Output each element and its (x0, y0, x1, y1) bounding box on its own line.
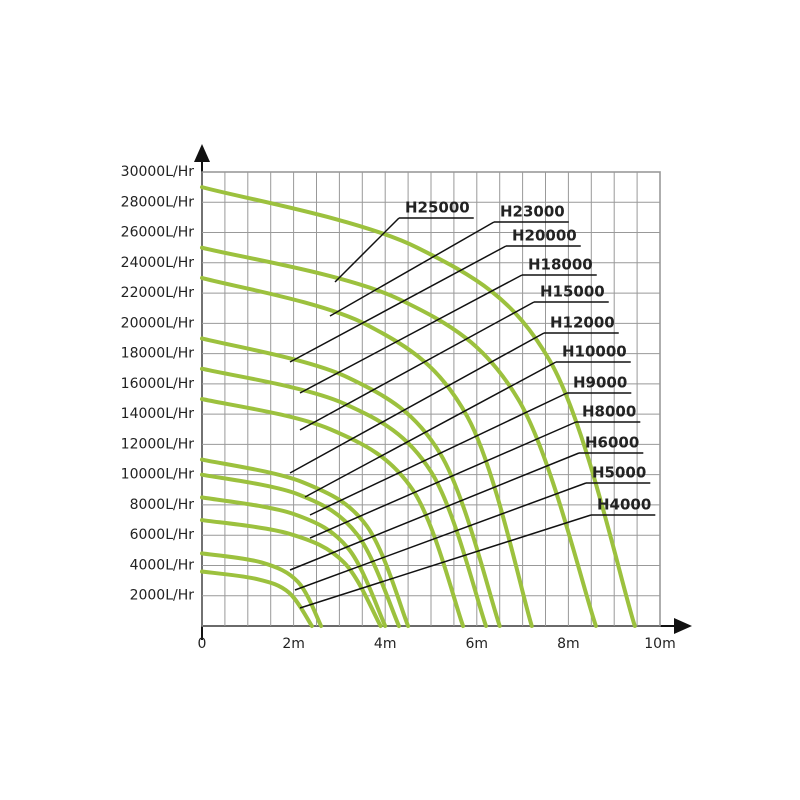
x-tick-label: 6m (466, 636, 489, 652)
leader-line (334, 217, 400, 283)
y-tick-label: 14000L/Hr (121, 406, 195, 422)
leader-line (299, 301, 535, 431)
leader-line (299, 274, 523, 394)
y-tick-label: 16000L/Hr (121, 376, 195, 392)
pump-curve (200, 472, 401, 628)
leader-line (309, 421, 577, 539)
series-label: H5000 (592, 464, 646, 482)
y-tick-label: 12000L/Hr (121, 436, 195, 452)
y-tick-label: 28000L/Hr (121, 194, 195, 210)
series-label: H8000 (582, 403, 636, 421)
y-tick-label: 8000L/Hr (130, 497, 195, 513)
series-label: H18000 (528, 256, 593, 274)
x-tick-label: 0 (198, 636, 207, 652)
series-label: H20000 (512, 227, 577, 245)
series-label: H10000 (562, 343, 627, 361)
series-label: H6000 (585, 434, 639, 452)
pump-curve (200, 245, 598, 628)
y-tick-label: 20000L/Hr (121, 315, 195, 331)
leader-line (289, 332, 545, 474)
leader-line (329, 221, 495, 317)
leader-line (304, 361, 557, 498)
series-label: H15000 (540, 283, 605, 301)
series-label: H4000 (597, 496, 651, 514)
pump-curve (200, 518, 383, 628)
pump-curve (200, 569, 314, 628)
pump-curve (200, 457, 411, 628)
y-axis-arrow (194, 144, 210, 162)
series-label: H25000 (405, 199, 470, 217)
x-tick-label: 10m (644, 636, 675, 652)
leader-line (299, 514, 592, 609)
pump-curve (200, 185, 637, 628)
pump-curve (200, 366, 488, 628)
y-tick-label: 4000L/Hr (130, 557, 195, 573)
y-tick-label: 10000L/Hr (121, 467, 195, 483)
y-tick-label: 6000L/Hr (130, 527, 195, 543)
y-tick-label: 26000L/Hr (121, 225, 195, 241)
pump-curve (200, 551, 324, 628)
pump-curve (200, 275, 534, 628)
x-tick-label: 2m (282, 636, 305, 652)
leader-line (294, 482, 587, 591)
series-label: H23000 (500, 203, 565, 221)
series-label: H9000 (573, 374, 627, 392)
pump-curve (200, 495, 388, 628)
leader-line (309, 392, 568, 516)
y-tick-label: 24000L/Hr (121, 255, 195, 271)
y-tick-label: 2000L/Hr (130, 588, 195, 604)
leader-line (289, 245, 507, 363)
series-label: H12000 (550, 314, 615, 332)
y-tick-label: 30000L/Hr (121, 164, 195, 180)
y-tick-label: 22000L/Hr (121, 285, 195, 301)
leader-line (289, 452, 580, 571)
x-tick-label: 8m (557, 636, 580, 652)
x-axis-arrow (674, 618, 692, 634)
pump-curve (200, 397, 466, 628)
y-tick-label: 18000L/Hr (121, 346, 195, 362)
x-tick-label: 4m (374, 636, 397, 652)
